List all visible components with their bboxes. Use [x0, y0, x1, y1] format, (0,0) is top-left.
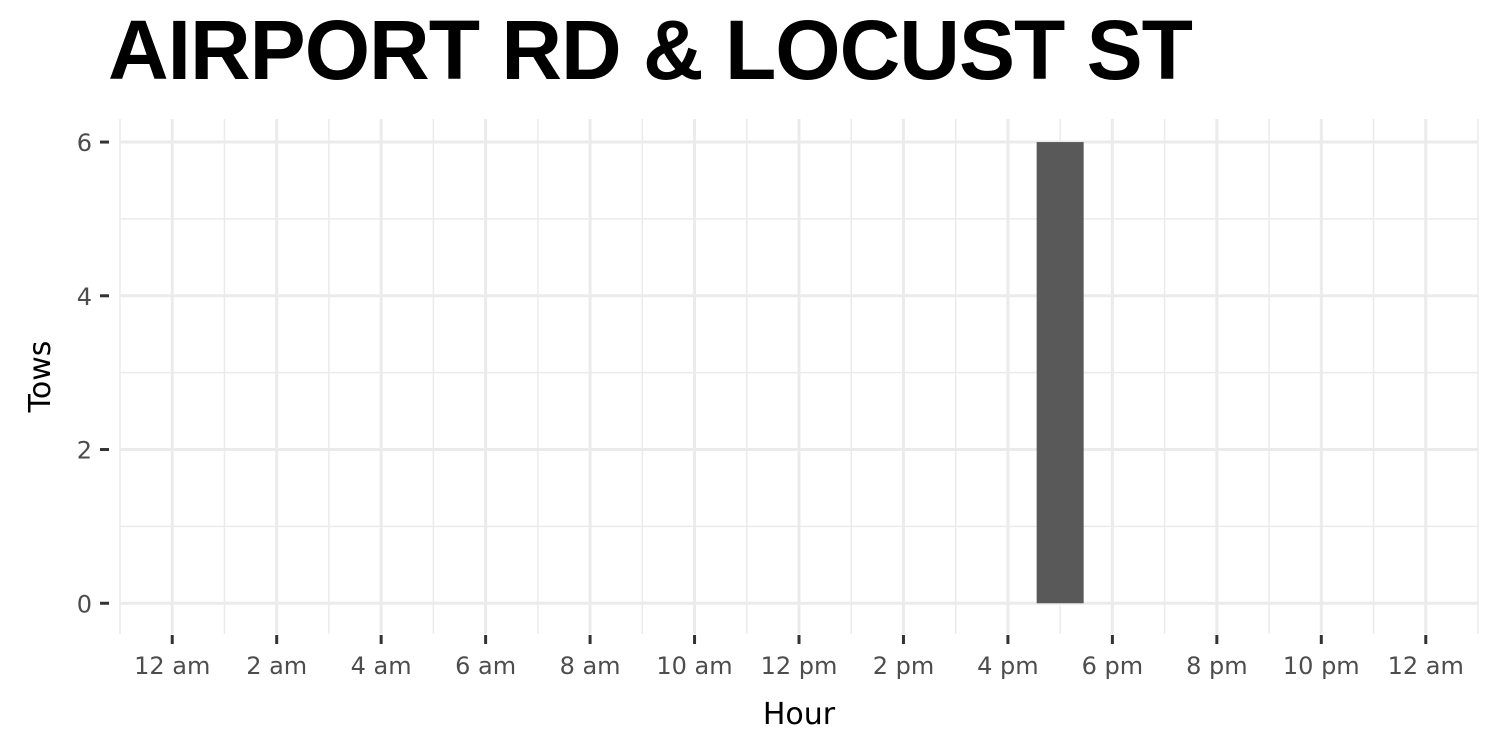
bar — [1036, 142, 1084, 604]
x-tick-label: 8 pm — [1186, 652, 1248, 680]
y-tick-label: 0 — [77, 590, 92, 618]
bars — [1036, 142, 1084, 604]
x-tick-label: 8 am — [560, 652, 621, 680]
x-tick-label: 12 pm — [761, 652, 838, 680]
x-tick-label: 2 am — [246, 652, 307, 680]
x-tick-label: 4 am — [351, 652, 412, 680]
x-tick-label: 6 pm — [1082, 652, 1144, 680]
x-tick-label: 12 am — [134, 652, 210, 680]
y-tick-label: 4 — [77, 283, 92, 311]
x-axis-title: Hour — [763, 697, 836, 732]
x-tick-label: 4 pm — [977, 652, 1039, 680]
y-axis-title: Tows — [23, 341, 58, 414]
x-tick-label: 10 pm — [1283, 652, 1360, 680]
x-tick-label: 12 am — [1388, 652, 1464, 680]
x-tick-label: 10 am — [656, 652, 732, 680]
y-tick-label: 2 — [77, 437, 92, 465]
axes: 0 2 4 6 12 am 2 am 4 am 6 am 8 am 10 am 12 pm 2 pm 4… — [77, 129, 1464, 680]
x-tick-label: 2 pm — [873, 652, 935, 680]
x-tick-label: 6 am — [455, 652, 516, 680]
chart-title: AIRPORT RD & LOCUST ST — [108, 3, 1193, 97]
y-tick-label: 6 — [77, 129, 92, 157]
grid-lines — [119, 119, 1479, 634]
